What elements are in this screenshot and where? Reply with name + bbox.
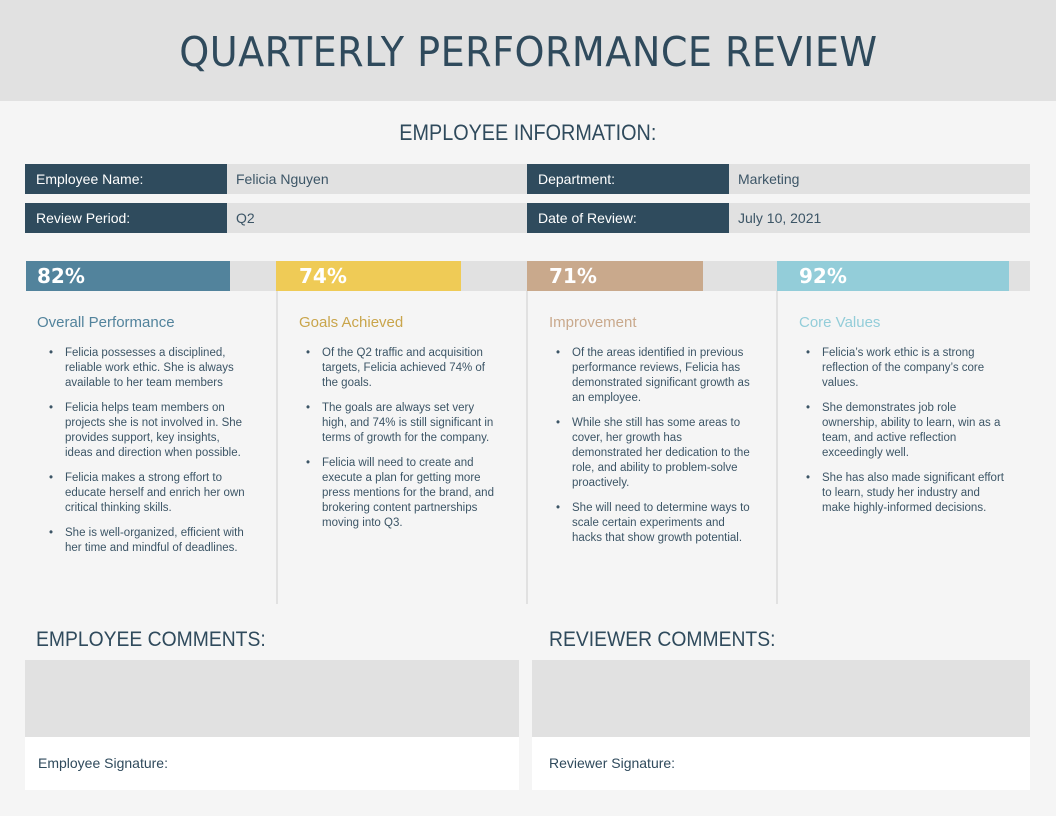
core-values-percent: 92% bbox=[799, 264, 847, 288]
reviewer-signature-field[interactable]: Reviewer Signature: bbox=[532, 737, 1030, 790]
goals-achieved-bar-fill bbox=[276, 261, 461, 291]
employee-comments-title: EMPLOYEE COMMENTS: bbox=[36, 628, 266, 651]
overall-performance-title: Overall Performance bbox=[37, 314, 175, 331]
core-values-list: Felicia’s work ethic is a strong reflect… bbox=[806, 346, 1006, 526]
list-item: Felicia makes a strong effort to educate… bbox=[49, 471, 245, 516]
list-item: She is well-organized, efficient with he… bbox=[49, 526, 245, 556]
reviewer-signature-label: Reviewer Signature: bbox=[549, 755, 676, 771]
list-item: The goals are always set very high, and … bbox=[306, 401, 502, 446]
list-item: She has also made significant effort to … bbox=[806, 471, 1006, 516]
date-of-review-label: Date of Review: bbox=[527, 203, 729, 233]
goals-achieved-percent: 74% bbox=[299, 264, 347, 288]
review-period-label: Review Period: bbox=[25, 203, 227, 233]
core-values-bar-fill bbox=[777, 261, 1009, 291]
employee-signature-label: Employee Signature: bbox=[38, 755, 168, 771]
goals-achieved-bar: 74% bbox=[276, 261, 527, 291]
date-of-review-value[interactable]: July 10, 2021 bbox=[729, 203, 1030, 233]
department-label: Department: bbox=[527, 164, 729, 194]
info-row-department: Department: Marketing bbox=[527, 164, 1030, 194]
employee-signature-field[interactable]: Employee Signature: bbox=[25, 737, 519, 790]
list-item: She demonstrates job role ownership, abi… bbox=[806, 401, 1006, 461]
list-item: Felicia’s work ethic is a strong reflect… bbox=[806, 346, 1006, 391]
overall-performance-percent: 82% bbox=[37, 264, 85, 288]
overall-performance-bar-fill bbox=[26, 261, 230, 291]
improvement-title: Improvement bbox=[549, 314, 637, 331]
improvement-bar: 71% bbox=[527, 261, 777, 291]
employee-info-title: EMPLOYEE INFORMATION: bbox=[399, 120, 657, 145]
employee-comments-heading: EMPLOYEE COMMENTS: bbox=[36, 628, 286, 652]
list-item: While she still has some areas to cover,… bbox=[556, 416, 752, 491]
core-values-bar: 92% bbox=[777, 261, 1030, 291]
employee-info-heading: EMPLOYEE INFORMATION: bbox=[0, 120, 1056, 146]
list-item: Felicia possesses a disciplined, reliabl… bbox=[49, 346, 245, 391]
improvement-percent: 71% bbox=[549, 264, 597, 288]
employee-name-value[interactable]: Felicia Nguyen bbox=[227, 164, 527, 194]
review-period-value[interactable]: Q2 bbox=[227, 203, 527, 233]
reviewer-comments-heading: REVIEWER COMMENTS: bbox=[549, 628, 795, 652]
column-divider bbox=[776, 291, 778, 604]
list-item: She will need to determine ways to scale… bbox=[556, 501, 752, 546]
reviewer-comments-title: REVIEWER COMMENTS: bbox=[549, 628, 776, 651]
info-row-date-of-review: Date of Review: July 10, 2021 bbox=[527, 203, 1030, 233]
list-item: Of the Q2 traffic and acquisition target… bbox=[306, 346, 502, 391]
list-item: Of the areas identified in previous perf… bbox=[556, 346, 752, 406]
overall-performance-list: Felicia possesses a disciplined, reliabl… bbox=[49, 346, 245, 566]
column-divider bbox=[276, 291, 278, 604]
info-row-review-period: Review Period: Q2 bbox=[25, 203, 527, 233]
column-divider bbox=[526, 291, 528, 604]
goals-achieved-title: Goals Achieved bbox=[299, 314, 404, 331]
employee-name-label: Employee Name: bbox=[25, 164, 227, 194]
core-values-title: Core Values bbox=[799, 314, 881, 331]
goals-achieved-list: Of the Q2 traffic and acquisition target… bbox=[306, 346, 502, 541]
list-item: Felicia will need to create and execute … bbox=[306, 456, 502, 531]
reviewer-comments-field[interactable] bbox=[532, 660, 1030, 737]
improvement-list: Of the areas identified in previous perf… bbox=[556, 346, 752, 556]
department-value[interactable]: Marketing bbox=[729, 164, 1030, 194]
page-header: QUARTERLY PERFORMANCE REVIEW bbox=[0, 0, 1056, 101]
employee-comments-field[interactable] bbox=[25, 660, 519, 737]
list-item: Felicia helps team members on projects s… bbox=[49, 401, 245, 461]
page-title: QUARTERLY PERFORMANCE REVIEW bbox=[178, 27, 878, 76]
improvement-bar-fill bbox=[527, 261, 703, 291]
info-row-employee-name: Employee Name: Felicia Nguyen bbox=[25, 164, 527, 194]
overall-performance-bar: 82% bbox=[26, 261, 276, 291]
